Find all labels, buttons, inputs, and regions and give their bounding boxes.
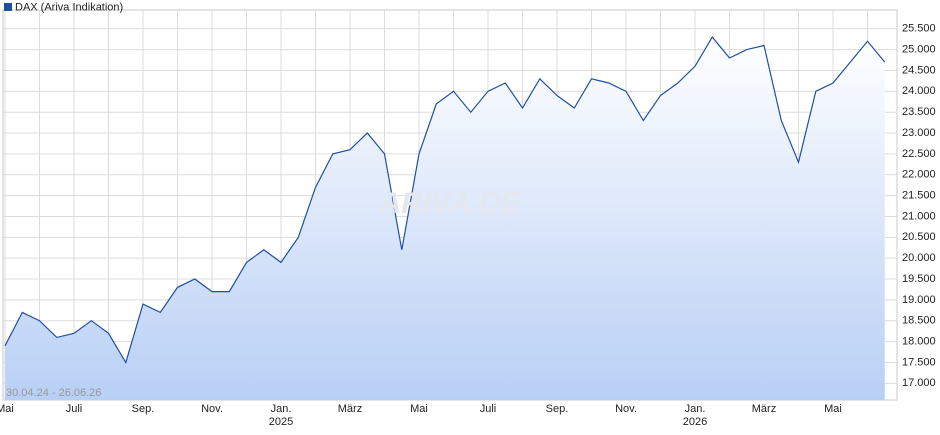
legend-swatch xyxy=(4,3,12,11)
y-tick-label: 22.500 xyxy=(902,148,936,160)
x-tick-label: März xyxy=(752,403,776,415)
y-tick-label: 24.000 xyxy=(902,85,936,97)
y-tick-label: 25.500 xyxy=(902,23,936,35)
watermark: ARIVA.DE xyxy=(378,187,521,220)
y-tick-label: 19.000 xyxy=(902,294,936,306)
legend-label: DAX (Ariva Indikation) xyxy=(15,1,123,13)
y-tick-label: 20.000 xyxy=(902,252,936,264)
x-tick-label: Nov. xyxy=(201,403,223,415)
y-tick-label: 20.500 xyxy=(902,231,936,243)
y-tick-label: 19.500 xyxy=(902,273,936,285)
y-tick-label: 25.000 xyxy=(902,44,936,56)
range-label: 30.04.24 - 26.06.26 xyxy=(6,387,101,399)
y-tick-label: 21.500 xyxy=(902,190,936,202)
x-year-label: 2025 xyxy=(269,416,293,428)
y-tick-label: 18.500 xyxy=(902,315,936,327)
x-tick-label: März xyxy=(338,403,362,415)
x-tick-label: Mai xyxy=(410,403,428,415)
y-tick-label: 23.000 xyxy=(902,127,936,139)
x-tick-label: Sep. xyxy=(546,403,569,415)
x-tick-label: Juli xyxy=(480,403,497,415)
y-tick-label: 24.500 xyxy=(902,64,936,76)
y-tick-label: 17.500 xyxy=(902,356,936,368)
x-tick-label: Sep. xyxy=(132,403,155,415)
x-tick-label: Juli xyxy=(66,403,83,415)
x-tick-label: Mai xyxy=(824,403,842,415)
line xyxy=(4,36,886,364)
area xyxy=(5,37,885,400)
x-tick-label: Nov. xyxy=(615,403,637,415)
y-tick-label: 22.000 xyxy=(902,169,936,181)
x-tick-label: Jan. xyxy=(685,403,706,415)
x-year-label: 2026 xyxy=(683,416,707,428)
y-tick-label: 18.000 xyxy=(902,336,936,348)
y-tick-label: 23.500 xyxy=(902,106,936,118)
y-tick-label: 21.000 xyxy=(902,210,936,222)
y-tick-label: 17.000 xyxy=(902,377,936,389)
x-tick-label: Mai xyxy=(0,403,14,415)
x-tick-label: Jan. xyxy=(271,403,292,415)
